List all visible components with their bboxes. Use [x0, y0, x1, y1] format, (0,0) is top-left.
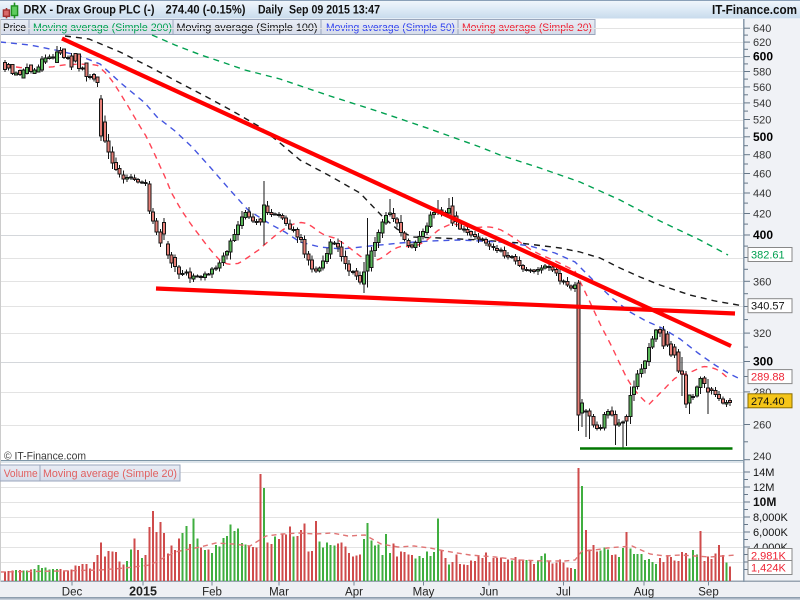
- svg-text:600: 600: [753, 50, 773, 64]
- svg-text:IT-Finance.com: IT-Finance.com: [712, 3, 797, 17]
- svg-text:Feb: Feb: [202, 587, 222, 599]
- svg-text:Jun: Jun: [480, 587, 499, 599]
- svg-text:360: 360: [753, 276, 771, 288]
- svg-text:May: May: [413, 587, 435, 599]
- svg-text:560: 560: [753, 82, 771, 94]
- svg-text:500: 500: [753, 130, 773, 144]
- svg-text:420: 420: [753, 209, 771, 221]
- svg-text:Aug: Aug: [634, 587, 654, 599]
- svg-text:340.57: 340.57: [751, 301, 785, 313]
- svg-text:289.88: 289.88: [751, 372, 785, 384]
- svg-text:Mar: Mar: [269, 587, 289, 599]
- svg-text:8,000K: 8,000K: [753, 512, 789, 524]
- svg-text:382.61: 382.61: [751, 250, 785, 262]
- svg-text:Dec: Dec: [62, 587, 83, 599]
- svg-text:12M: 12M: [753, 482, 774, 494]
- svg-text:440: 440: [753, 188, 771, 200]
- svg-text:2015: 2015: [129, 585, 157, 599]
- svg-text:Jul: Jul: [556, 587, 571, 599]
- svg-text:© IT-Finance.com: © IT-Finance.com: [4, 451, 86, 463]
- svg-text:400: 400: [753, 228, 773, 242]
- svg-text:10M: 10M: [753, 495, 776, 509]
- svg-text:Sep: Sep: [698, 587, 718, 599]
- svg-text:Apr: Apr: [345, 587, 363, 599]
- svg-text:460: 460: [753, 169, 771, 181]
- svg-text:14M: 14M: [753, 467, 774, 479]
- svg-text:580: 580: [753, 67, 771, 79]
- svg-text:6,000K: 6,000K: [753, 527, 789, 539]
- svg-text:Volume: Volume: [4, 468, 38, 480]
- svg-text:620: 620: [753, 37, 771, 49]
- svg-text:Daily: Daily: [258, 5, 284, 17]
- svg-text:2,981K: 2,981K: [751, 551, 787, 563]
- svg-text:274.40: 274.40: [751, 396, 785, 408]
- svg-text:300: 300: [753, 355, 773, 369]
- svg-text:260: 260: [753, 420, 771, 432]
- svg-text:DRX - Drax Group PLC (-): DRX - Drax Group PLC (-): [24, 5, 155, 17]
- svg-text:320: 320: [753, 328, 771, 340]
- svg-text:540: 540: [753, 98, 771, 110]
- svg-text:640: 640: [753, 23, 771, 35]
- svg-text:Sep 09 2015 13:47: Sep 09 2015 13:47: [289, 5, 380, 17]
- svg-text:480: 480: [753, 150, 771, 162]
- svg-text:240: 240: [753, 451, 771, 463]
- svg-text:274.40 (-0.15%): 274.40 (-0.15%): [166, 5, 246, 17]
- svg-text:Moving average (Simple 20): Moving average (Simple 20): [43, 468, 177, 480]
- svg-text:1,424K: 1,424K: [751, 563, 787, 575]
- svg-text:520: 520: [753, 115, 771, 127]
